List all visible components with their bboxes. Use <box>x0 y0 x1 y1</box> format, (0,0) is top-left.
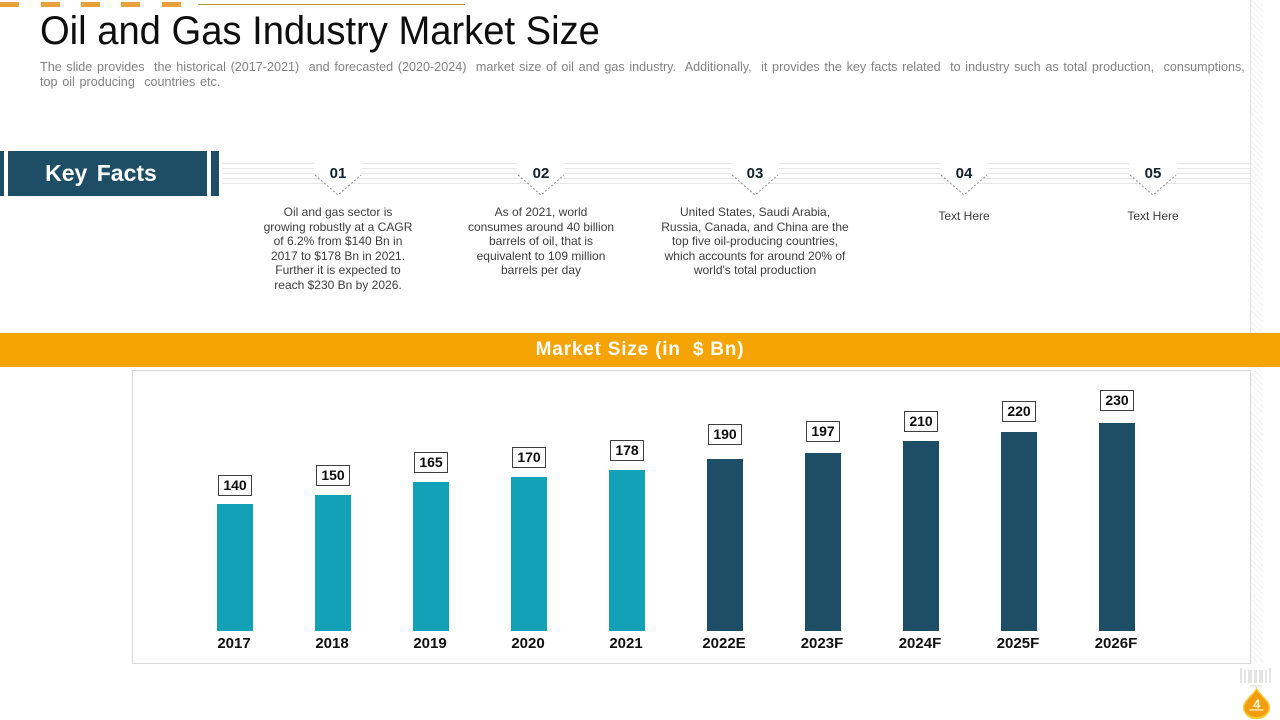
svg-text:4: 4 <box>1253 697 1261 712</box>
